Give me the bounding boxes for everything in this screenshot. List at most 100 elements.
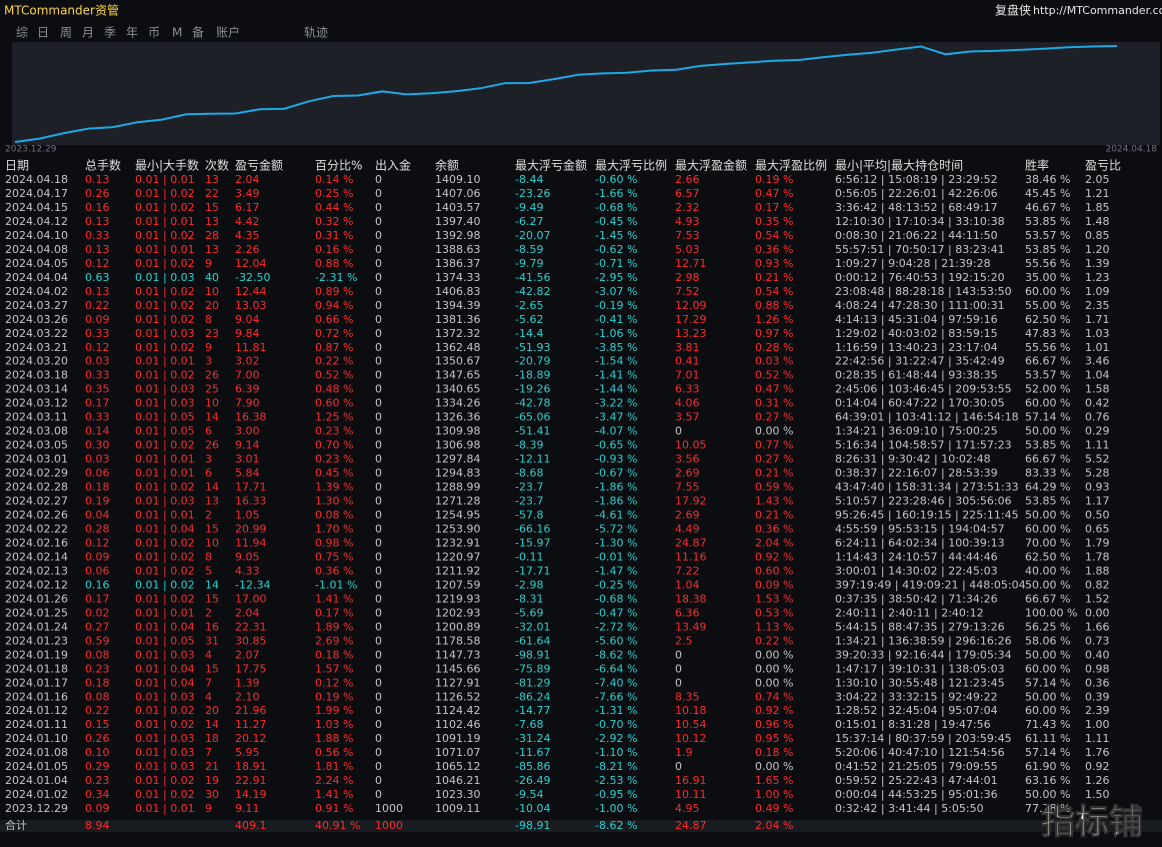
table-cell: -81.29 bbox=[515, 676, 550, 689]
table-cell: 0.01 | 0.04 bbox=[135, 620, 195, 633]
table-cell: 0.27 bbox=[85, 620, 110, 633]
table-cell: 13 bbox=[205, 495, 219, 508]
table-cell: -66.16 bbox=[515, 523, 550, 536]
table-cell: -9.54 bbox=[515, 788, 543, 801]
tab[interactable]: 周 bbox=[60, 26, 72, 40]
table-cell: -11.67 bbox=[515, 746, 550, 759]
column-header[interactable]: 余额 bbox=[435, 158, 459, 173]
table-cell: 1.39 % bbox=[315, 481, 353, 494]
tab[interactable]: 币 bbox=[148, 26, 160, 40]
table-cell: -85.86 bbox=[515, 760, 550, 773]
total-cell: -98.91 bbox=[515, 819, 550, 832]
column-header[interactable]: 最大浮亏金额 bbox=[515, 158, 587, 173]
table-cell: 1374.33 bbox=[435, 271, 481, 284]
table-cell: -61.64 bbox=[515, 634, 550, 647]
table-cell: 6.57 bbox=[675, 187, 700, 200]
table-cell: 1:09:27 | 9:04:28 | 21:39:28 bbox=[835, 257, 991, 270]
tab[interactable]: 轨迹 bbox=[304, 26, 328, 40]
table-cell: -0.68 % bbox=[595, 201, 637, 214]
table-cell: 50.00 % bbox=[1025, 578, 1070, 591]
table-cell: -0.68 % bbox=[595, 592, 637, 605]
table-cell: 14 bbox=[205, 578, 219, 591]
table-cell: 1124.42 bbox=[435, 704, 481, 717]
table-cell: 0.03 % bbox=[755, 355, 793, 368]
table-cell: 3:00:01 | 14:30:02 | 22:45:03 bbox=[835, 564, 998, 577]
column-header[interactable]: 出入金 bbox=[375, 158, 411, 173]
tab[interactable]: 月 bbox=[82, 26, 94, 40]
table-cell: -51.93 bbox=[515, 341, 550, 354]
watermark: 指标铺 bbox=[1041, 803, 1143, 843]
table-cell: 2024.02.29 bbox=[5, 467, 68, 480]
table-cell: -42.82 bbox=[515, 285, 550, 298]
tab[interactable]: M bbox=[172, 26, 182, 40]
column-header[interactable]: 次数 bbox=[205, 158, 229, 173]
table-cell: 0.01 | 0.02 bbox=[135, 718, 195, 731]
table-cell: 0.01 | 0.01 bbox=[135, 509, 195, 522]
table-cell: -23.7 bbox=[515, 481, 543, 494]
table-cell: 2024.04.18 bbox=[5, 173, 68, 186]
column-header[interactable]: 百分比% bbox=[315, 159, 362, 173]
table-cell: 1340.65 bbox=[435, 383, 481, 396]
tab[interactable]: 账户 bbox=[216, 25, 240, 40]
table-cell: 0.01 | 0.02 bbox=[135, 592, 195, 605]
table-cell: 0.23 bbox=[85, 774, 110, 787]
table-cell: 12.44 bbox=[235, 285, 267, 298]
table-cell: 0 bbox=[375, 187, 382, 200]
table-cell: 13 bbox=[205, 215, 219, 228]
table-cell: 2024.03.14 bbox=[5, 383, 68, 396]
table-cell: 1.76 bbox=[1085, 746, 1110, 759]
table-cell: 1.20 bbox=[1085, 243, 1110, 256]
table-cell: -0.45 % bbox=[595, 215, 637, 228]
column-header[interactable]: 最大浮盈比例 bbox=[755, 159, 827, 173]
column-header[interactable]: 盈亏比 bbox=[1085, 159, 1121, 173]
table-cell: 0.01 | 0.02 bbox=[135, 550, 195, 563]
column-header[interactable]: 盈亏金额 bbox=[235, 158, 283, 173]
table-cell: 1.50 bbox=[1085, 788, 1110, 801]
column-header[interactable]: 最小|大手数 bbox=[135, 158, 199, 173]
table-cell: 0 bbox=[375, 271, 382, 284]
column-header[interactable]: 胜率 bbox=[1025, 158, 1049, 173]
table-cell: 1362.48 bbox=[435, 341, 481, 354]
table-cell: 1.04 bbox=[675, 578, 700, 591]
table-cell: 5:20:06 | 40:47:10 | 121:54:56 bbox=[835, 746, 1005, 759]
table-cell: 9.04 bbox=[235, 313, 260, 326]
column-header[interactable]: 总手数 bbox=[85, 158, 121, 173]
brand-url[interactable]: http://MTCommander.com bbox=[1033, 4, 1162, 17]
table-cell: 17.29 bbox=[675, 313, 707, 326]
tab[interactable]: 季 bbox=[104, 26, 116, 40]
column-header[interactable]: 最小|平均|最大持仓时间 bbox=[835, 158, 963, 173]
table-cell: -1.06 % bbox=[595, 327, 637, 340]
table-cell: 0.16 % bbox=[315, 243, 353, 256]
table-cell: 14 bbox=[205, 718, 219, 731]
column-header[interactable]: 日期 bbox=[5, 159, 29, 173]
table-cell: 6.36 bbox=[675, 606, 700, 619]
table-cell: 18 bbox=[205, 732, 219, 745]
table-cell: 1.78 bbox=[1085, 550, 1110, 563]
table-cell: 2024.03.01 bbox=[5, 453, 68, 466]
tab[interactable]: 综 bbox=[16, 26, 28, 40]
column-header[interactable]: 最大浮亏比例 bbox=[595, 159, 667, 173]
table-cell: 0:32:42 | 3:41:44 | 5:05:50 bbox=[835, 802, 984, 815]
table-cell: 2024.02.16 bbox=[5, 536, 68, 549]
curve-end: 2024.04.18 bbox=[1105, 145, 1157, 155]
table-cell: 0 bbox=[375, 397, 382, 410]
table-cell: 2024.01.02 bbox=[5, 788, 68, 801]
table-cell: 0:56:05 | 22:26:01 | 42:26:06 bbox=[835, 187, 998, 200]
table-cell: 12.71 bbox=[675, 257, 707, 270]
table-cell: 13.03 bbox=[235, 299, 267, 312]
table-cell: 1.01 bbox=[1085, 341, 1110, 354]
column-header[interactable]: 最大浮盈金额 bbox=[675, 158, 747, 173]
table-cell: 0.29 bbox=[85, 760, 110, 773]
table-cell: 1.21 bbox=[1085, 187, 1110, 200]
tab[interactable]: 年 bbox=[126, 26, 138, 40]
tab[interactable]: 备 bbox=[192, 26, 204, 40]
table-cell: 0.01 | 0.03 bbox=[135, 327, 195, 340]
table-cell: 0 bbox=[375, 257, 382, 270]
table-cell: 22:42:56 | 31:22:47 | 35:42:49 bbox=[835, 355, 1005, 368]
table-cell: 9.05 bbox=[235, 550, 260, 563]
tab[interactable]: 日 bbox=[37, 26, 49, 40]
table-cell: 0.26 bbox=[85, 187, 110, 200]
table-cell: 0.50 bbox=[1085, 509, 1110, 522]
table-cell: 1127.91 bbox=[435, 676, 481, 689]
table-cell: 0.18 % bbox=[755, 746, 793, 759]
